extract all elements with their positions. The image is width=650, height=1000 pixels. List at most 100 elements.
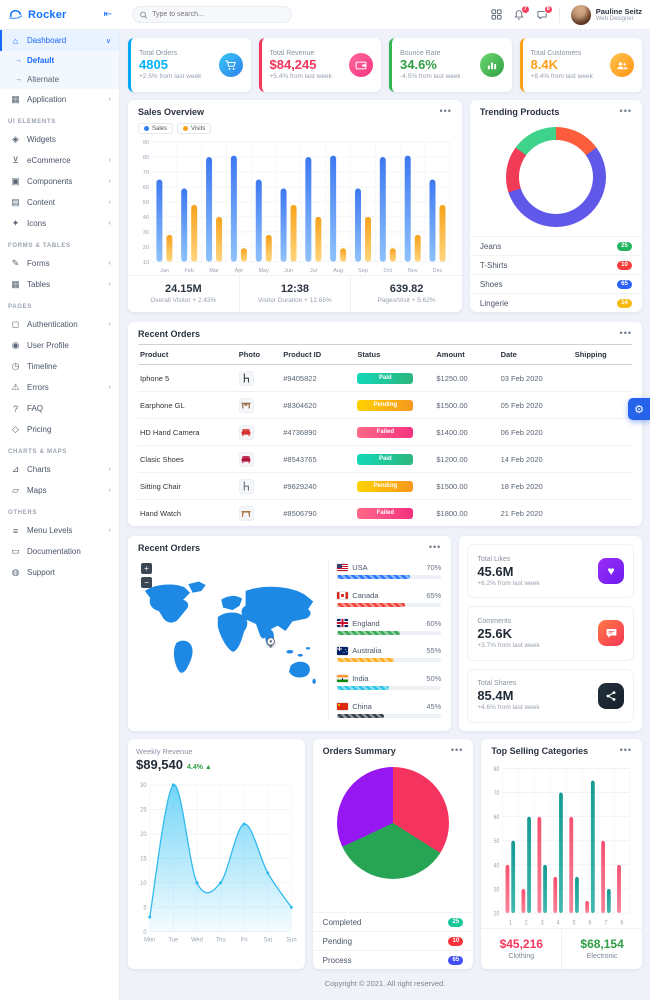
order-row-iphone-5: Iphone 5 #9405822 Paid $1250.00 03 Feb 2… — [138, 365, 632, 392]
sidebar-item-documentation[interactable]: ▭ Documentation — [11, 546, 81, 556]
legend-item-sales[interactable]: Sales — [138, 123, 174, 134]
map-zoom-in-button[interactable]: + — [141, 563, 152, 574]
sales-overview-menu-icon[interactable]: ••• — [439, 106, 452, 117]
svg-text:May: May — [259, 268, 270, 274]
sidebar-item-maps[interactable]: ▱ Maps ‹ — [0, 480, 119, 501]
weekly-revenue-card: Weekly Revenue $89,540 4.4% ▲ 0 5 10 15 20 25… — [128, 739, 305, 969]
sidebar-collapse-icon[interactable]: ⇤ — [103, 9, 112, 20]
top-selling-menu-icon[interactable]: ••• — [619, 745, 633, 756]
svg-text:Thu: Thu — [216, 938, 226, 944]
orders-map-title: Recent Orders — [138, 543, 201, 553]
order-row-earphone-gl: Earphone GL #8304620 Pending $1500.00 05… — [138, 391, 632, 419]
stat-card-total-revenue: Total Revenue $84,245 +5.4% from last we… — [258, 38, 381, 92]
search-icon — [140, 11, 148, 19]
recent-orders-menu-icon[interactable]: ••• — [619, 328, 632, 339]
main-content: Total Orders 4805 +2.5% from last week T… — [120, 30, 650, 1000]
sidebar-item-widgets[interactable]: ◈ Widgets — [0, 129, 119, 150]
order-row-hd-hand-camera: HD Hand Camera #4736890 Failed $1400.00 … — [138, 418, 632, 446]
sidebar-section-others: OTHERS — [8, 510, 38, 516]
sidebar-section-pages: PAGES — [8, 304, 33, 310]
stat-value: 34.6% — [400, 56, 437, 72]
sidebar-item-icons[interactable]: ✦ Icons ‹ — [11, 218, 111, 228]
svg-text:4: 4 — [557, 919, 560, 927]
svg-text:40: 40 — [143, 215, 149, 221]
sidebar-item-faq[interactable]: ? FAQ — [0, 398, 119, 419]
sidebar-item-charts[interactable]: ⊿ Charts ‹ — [11, 464, 111, 474]
order-row-clasic-shoes: Clasic Shoes #8543765 Paid $1200.00 14 F… — [138, 445, 632, 473]
trending-item-t-shirts: T-Shirts 10 — [469, 255, 642, 274]
count-badge: 25 — [617, 241, 632, 251]
trending-products-menu-icon[interactable]: ••• — [619, 106, 632, 117]
notifications-bell-icon[interactable]: 7 — [513, 4, 530, 21]
sidebar-item-errors[interactable]: ⚠ Errors ‹ — [11, 382, 111, 392]
messages-chat-icon[interactable]: 8 — [536, 4, 553, 21]
search-bar[interactable] — [132, 6, 292, 23]
count-badge: 25 — [448, 917, 464, 927]
orders-summary-menu-icon[interactable]: ••• — [450, 745, 464, 756]
sidebar-item-components[interactable]: ▣ Components ‹ — [11, 176, 111, 186]
map-zoom-out-button[interactable]: − — [141, 577, 152, 588]
sidebar-item-menu-levels[interactable]: ≡ Menu Levels ‹ — [0, 520, 119, 541]
orders-map-menu-icon[interactable]: ••• — [428, 542, 442, 553]
product-photo — [238, 370, 254, 386]
svg-text:30: 30 — [140, 783, 147, 789]
orders-summary-pie-chart — [337, 767, 449, 879]
stat-label: Total Orders — [139, 49, 178, 57]
components-icon: ▣ — [11, 176, 20, 186]
country-progress — [337, 658, 442, 663]
gear-icon: ⚙ — [634, 403, 644, 416]
sidebar-item-application[interactable]: ▦ Application ‹ — [11, 94, 111, 104]
canada-flag-icon — [337, 591, 349, 600]
recent-orders-title: Recent Orders — [138, 329, 201, 339]
world-map[interactable] — [138, 560, 320, 721]
sidebar-item-timeline[interactable]: ◷ Timeline — [11, 361, 57, 371]
svg-text:90: 90 — [143, 140, 149, 146]
user-menu[interactable]: Pauline Seitz Web Designer — [570, 4, 642, 25]
orders-summary-list: Completed 25 Pending 10 Process 65 — [312, 912, 474, 969]
sales-legend: Sales Visits — [128, 123, 462, 134]
country-progress — [337, 713, 442, 718]
sidebar-subitem-default[interactable]: → Default — [0, 51, 119, 70]
order-date: 14 Feb 2020 — [498, 445, 573, 473]
sidebar-item-dashboard[interactable]: ⌂ Dashboard ∨ — [0, 30, 119, 51]
order-amount: $1500.00 — [434, 472, 499, 500]
stat-label: Bounce Rate — [400, 49, 441, 57]
country-row-usa: USA 70% — [337, 563, 442, 579]
world-map-container[interactable]: + − — [138, 560, 320, 721]
sidebar-item-forms[interactable]: ✎ Forms ‹ — [11, 258, 111, 268]
column-header-date: Date — [498, 344, 573, 365]
stat-value: $84,245 — [269, 56, 317, 72]
chevron-left-icon: ‹ — [108, 157, 111, 164]
chevron-left-icon: ‹ — [108, 96, 111, 103]
column-header-product: Product — [138, 344, 237, 365]
svg-text:5: 5 — [143, 905, 147, 911]
chevron-down-icon: ∨ — [105, 37, 111, 45]
content-icon: ▤ — [11, 197, 20, 207]
weekly-revenue-value: $89,540 — [136, 757, 183, 772]
apps-grid-icon[interactable] — [491, 9, 502, 20]
settings-fab[interactable]: ⚙ — [628, 398, 650, 420]
sidebar-item-tables[interactable]: ▦ Tables ‹ — [11, 279, 111, 289]
order-row-sitting-chair: Sitting Chair #9629240 Pending $1500.00 … — [138, 472, 632, 500]
order-product: Iphone 5 — [140, 373, 170, 383]
sales-bar-chart: 10 20 30 40 50 60 70 80 90 Jan Feb Mar Apr May Jun Jul A… — [128, 136, 462, 275]
sidebar-item-authentication[interactable]: ◻ Authentication ‹ — [11, 319, 111, 329]
country-row-england: England 60% — [337, 619, 442, 635]
sidebar-item-content[interactable]: ▤ Content ‹ — [11, 197, 111, 207]
top-selling-title: Top Selling Categories — [491, 746, 589, 756]
search-input[interactable] — [152, 11, 285, 18]
sidebar-item-ecommerce[interactable]: ⊻ eCommerce ‹ — [0, 150, 119, 171]
sidebar-item-support[interactable]: ◍ Support — [11, 567, 56, 577]
sidebar-item-pricing[interactable]: ◇ Pricing — [0, 419, 119, 440]
user-role: Web Designer — [595, 16, 634, 22]
sidebar-subitem-alternate[interactable]: → Alternate — [0, 70, 119, 89]
comment-icon — [598, 620, 624, 647]
sidebar-item-user-profile[interactable]: ◉ User Profile — [11, 340, 69, 350]
order-product-id: #8543765 — [281, 445, 356, 473]
brand-name[interactable]: Rocker — [28, 8, 67, 21]
svg-text:3: 3 — [541, 919, 544, 927]
country-row-india: India 50% — [337, 674, 442, 691]
legend-item-visits[interactable]: Visits — [177, 123, 212, 134]
legend-dot-icon — [183, 126, 189, 131]
chevron-left-icon: ‹ — [108, 527, 111, 534]
